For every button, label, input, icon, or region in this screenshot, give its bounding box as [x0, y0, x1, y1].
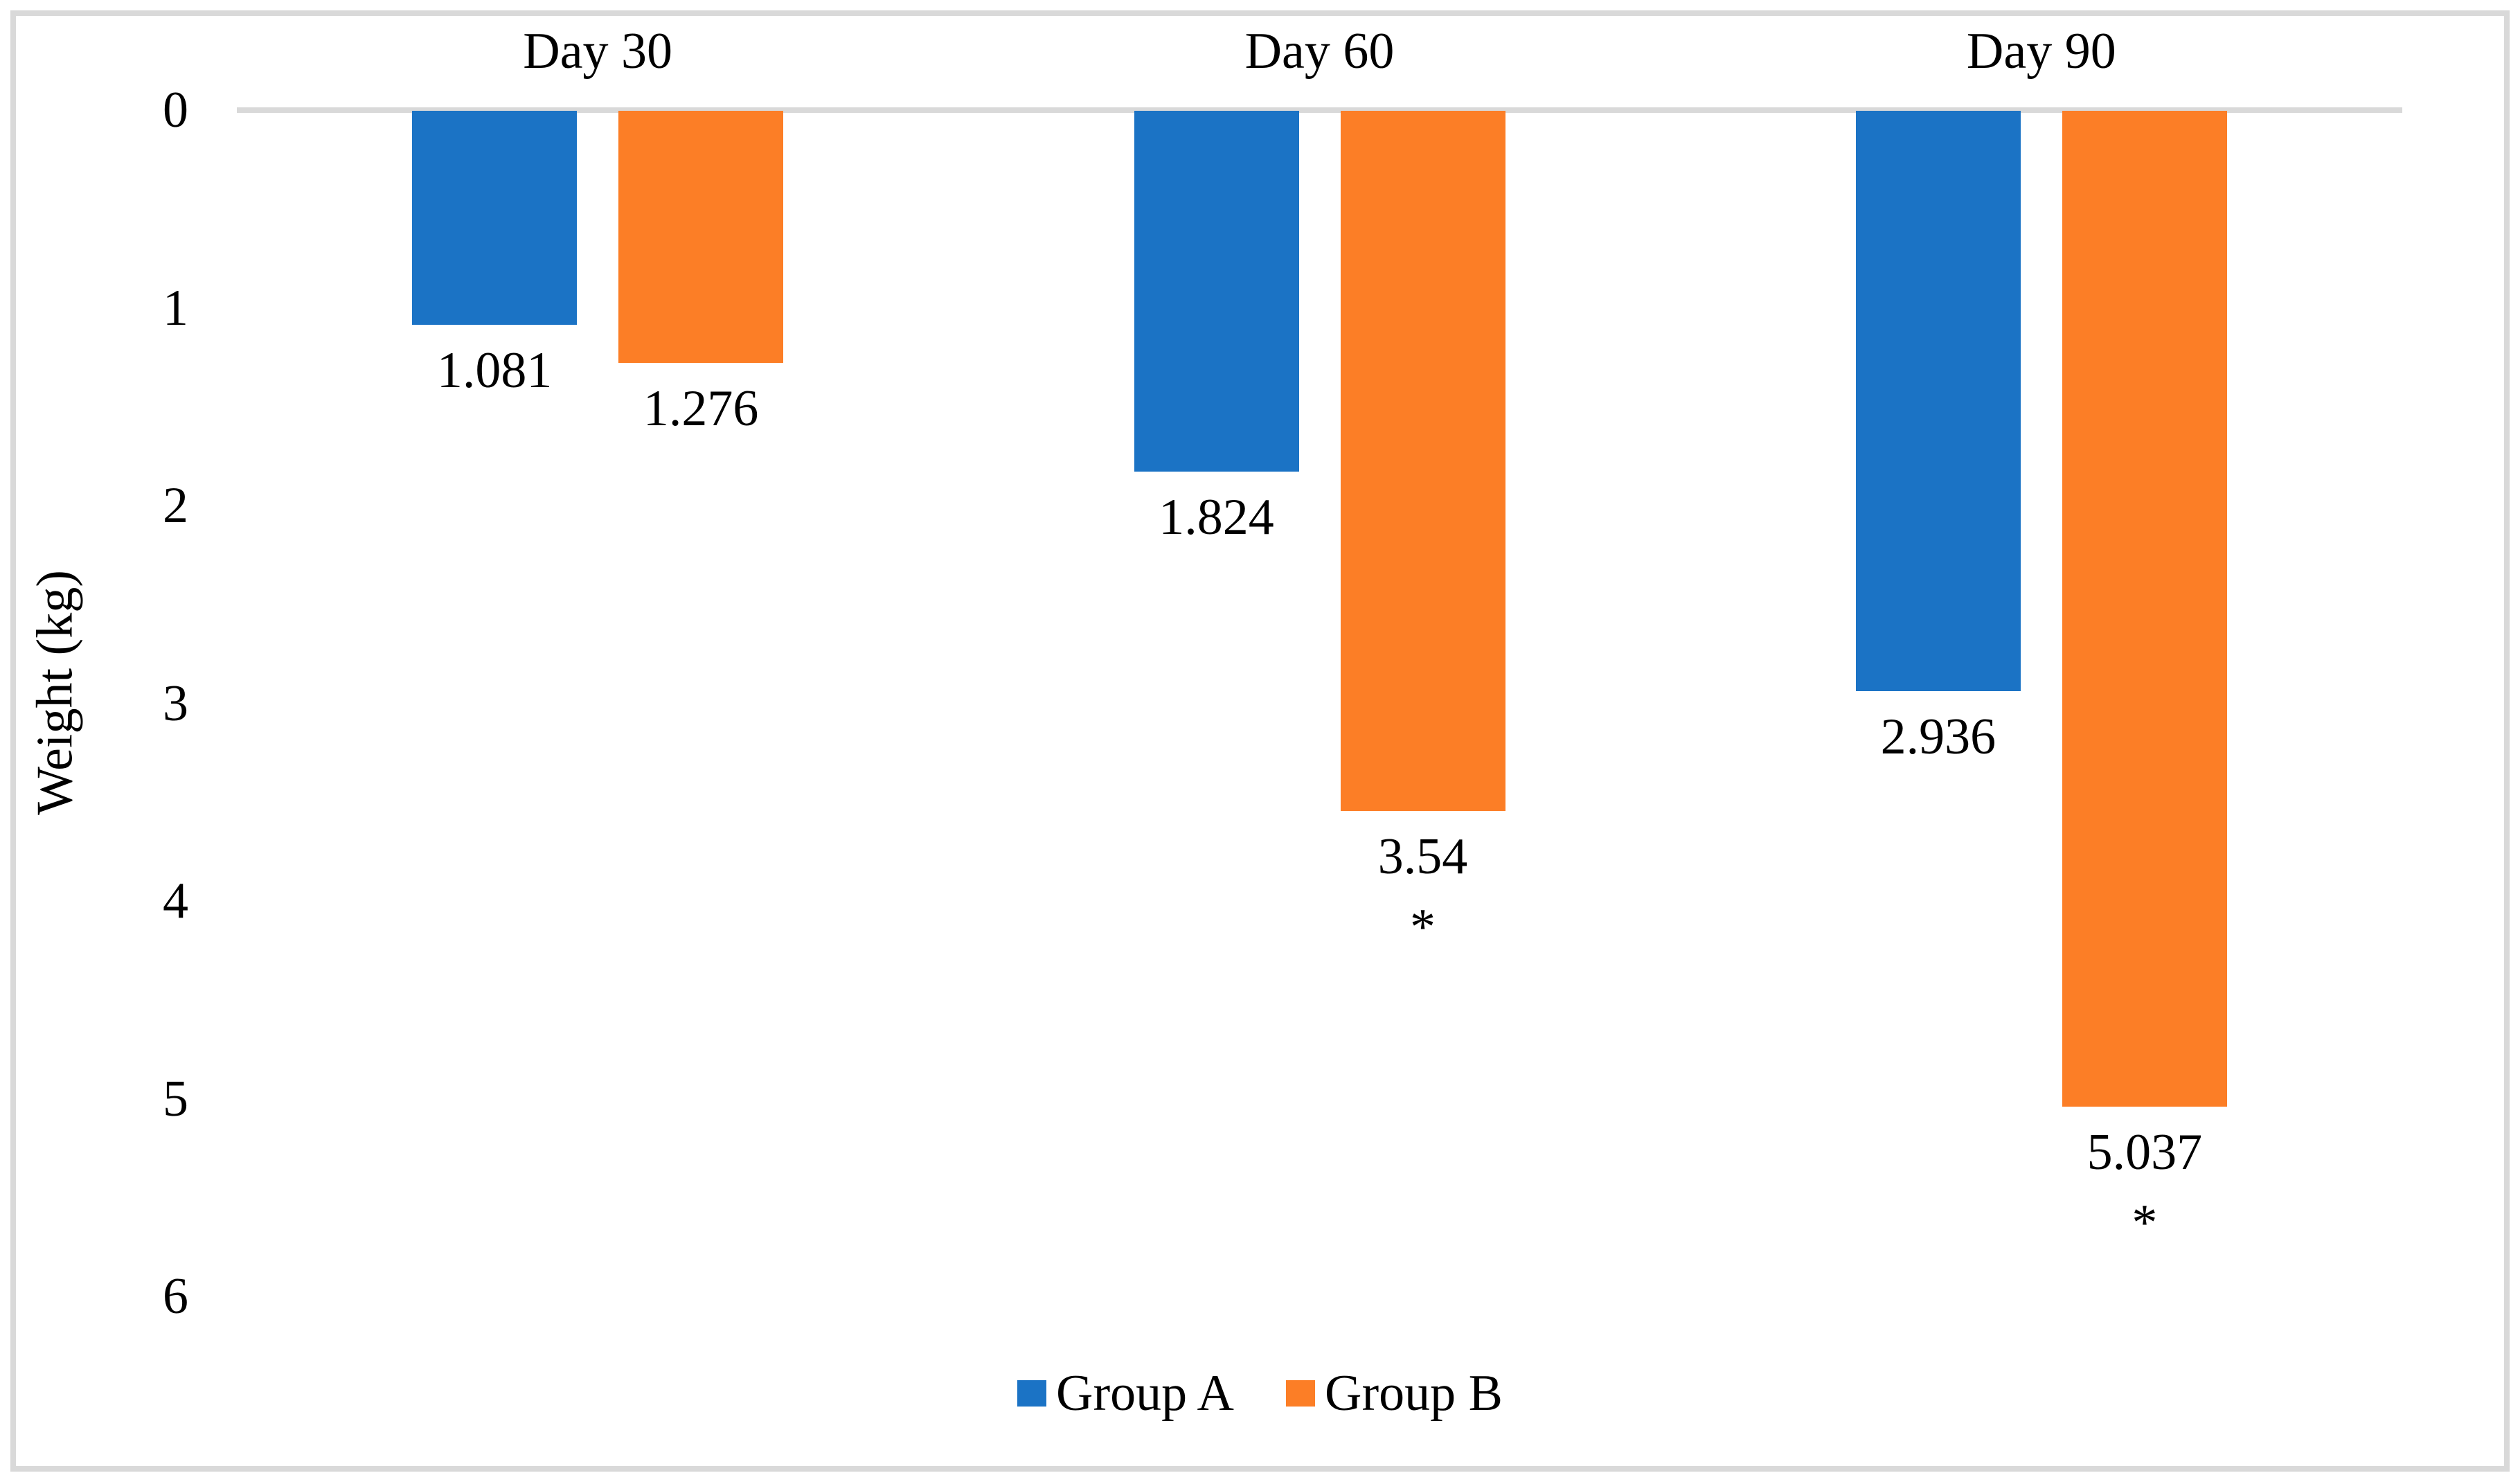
chart-border	[10, 10, 2510, 1472]
bar-group-a-day-30	[412, 111, 578, 325]
category-label-day-60: Day 60	[1244, 23, 1395, 80]
legend-entry-group-a: Group A	[1017, 1364, 1234, 1422]
data-label-group-a-day-60: 1.824	[1159, 488, 1274, 546]
bar-group-a-day-60	[1134, 111, 1299, 472]
legend-entry-group-b: Group B	[1286, 1364, 1503, 1422]
significance-asterisk-group-b-day-90: *	[2132, 1195, 2158, 1252]
data-label-group-a-day-90: 2.936	[1880, 708, 1996, 766]
y-axis-tick-label: 4	[163, 873, 188, 929]
data-label-group-b-day-60: 3.54	[1377, 828, 1468, 885]
significance-asterisk-group-b-day-60: *	[1410, 898, 1436, 956]
legend-swatch-group-a	[1017, 1380, 1047, 1407]
legend-label-group-a: Group A	[1056, 1365, 1234, 1422]
data-label-group-a-day-30: 1.081	[436, 341, 553, 399]
bar-group-b-day-30	[618, 111, 784, 364]
category-label-day-30: Day 30	[523, 23, 673, 80]
bar-group-a-day-90	[1855, 111, 2021, 692]
x-axis-zero-line	[237, 107, 2402, 113]
bar-group-b-day-90	[2062, 111, 2227, 1107]
y-axis-tick-label: 1	[163, 279, 188, 337]
y-axis-tick-label: 5	[163, 1070, 188, 1127]
legend-swatch-group-b	[1286, 1380, 1315, 1407]
y-axis-tick-label: 6	[163, 1268, 188, 1325]
y-axis-tick-label: 2	[163, 477, 188, 534]
data-label-group-b-day-90: 5.037	[2086, 1124, 2203, 1181]
y-axis-tick-label: 3	[163, 675, 188, 732]
data-label-group-b-day-30: 1.276	[643, 380, 759, 438]
legend: Group A Group B	[0, 1364, 2520, 1422]
bar-group-b-day-60	[1340, 111, 1505, 811]
y-axis-tick-label: 0	[163, 82, 188, 139]
category-label-day-90: Day 90	[1966, 23, 2116, 80]
legend-label-group-b: Group B	[1325, 1365, 1503, 1422]
